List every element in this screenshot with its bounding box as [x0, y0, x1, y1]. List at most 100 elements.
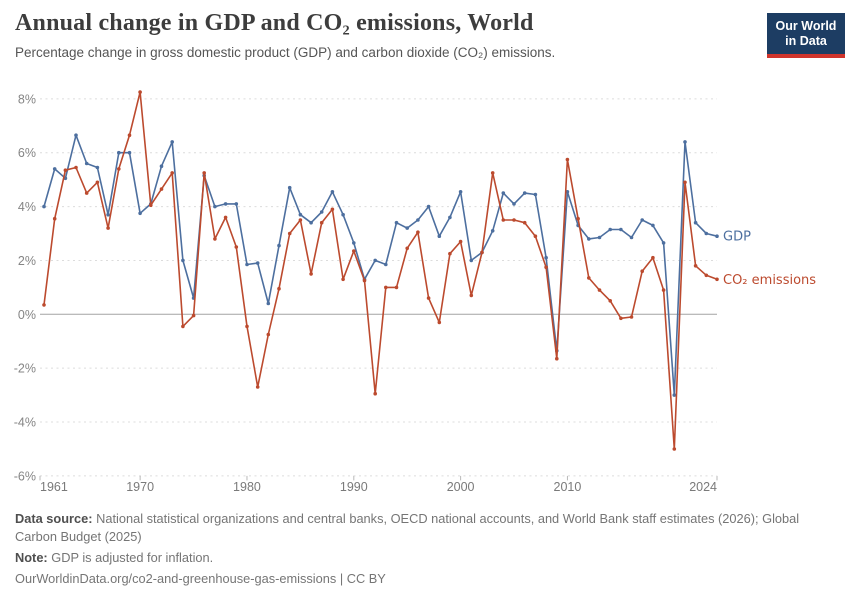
gdp-marker: [619, 227, 623, 232]
gdp-marker: [608, 227, 612, 232]
co2-marker: [576, 216, 580, 221]
gdp-marker: [266, 301, 271, 306]
gdp-marker: [640, 218, 644, 222]
co2-marker: [565, 157, 570, 162]
co2-marker: [277, 286, 281, 291]
gdp-marker: [597, 235, 602, 240]
co2-marker: [52, 216, 57, 221]
co2-marker: [42, 303, 46, 307]
co2-marker: [683, 180, 687, 185]
co2-marker: [127, 133, 132, 137]
co2-marker: [587, 276, 591, 280]
x-axis-tick-label: 2024: [689, 480, 717, 494]
co2-marker: [74, 165, 78, 170]
co2-marker: [330, 207, 335, 212]
gdp-marker: [84, 161, 89, 166]
co2-marker: [394, 285, 399, 290]
co2-marker: [597, 288, 602, 292]
gdp-marker: [127, 150, 132, 155]
gridlines: [40, 98, 717, 477]
gdp-marker: [319, 210, 324, 214]
y-axis-tick-label: -2%: [14, 362, 36, 376]
x-axis-tick-label: 1980: [233, 480, 261, 494]
gdp-marker: [309, 220, 313, 225]
gdp-marker: [245, 262, 249, 267]
gdp-marker: [234, 202, 239, 206]
co2-marker: [384, 285, 388, 290]
owid-logo-line1: Our World: [775, 18, 837, 33]
gdp-marker: [458, 190, 463, 194]
gdp-marker: [715, 234, 719, 238]
co2-marker: [138, 90, 142, 94]
gdp-marker: [490, 229, 495, 233]
co2-marker: [341, 277, 345, 282]
co2-marker: [245, 324, 249, 329]
y-axis-tick-label: 0%: [18, 308, 36, 322]
page-title: Annual change in GDP and CO₂ emissions, …: [15, 10, 534, 36]
gdp-marker: [544, 255, 548, 260]
gdp-line: [43, 134, 718, 396]
gdp-marker: [42, 204, 46, 209]
co2-marker: [480, 250, 484, 255]
gdp-marker: [352, 241, 356, 245]
chart-footer: Data source: National statistical organi…: [15, 510, 827, 591]
data-source-line: Data source: National statistical organi…: [15, 510, 827, 546]
gdp-marker: [277, 243, 281, 248]
x-axis-tick-label: 1990: [340, 480, 368, 494]
x-axis-tick-label: 2010: [554, 480, 582, 494]
gdp-marker: [501, 191, 506, 195]
co2-marker: [191, 313, 196, 318]
gdp-marker: [416, 218, 420, 222]
co2-marker: [619, 316, 623, 321]
gdp-marker: [448, 215, 452, 220]
gdp-marker: [373, 258, 378, 263]
gdp-marker: [629, 235, 634, 240]
co2-marker: [373, 391, 378, 396]
gdp-marker: [255, 261, 260, 265]
co2-marker: [266, 332, 271, 337]
y-axis-tick-label: 8%: [18, 92, 36, 106]
note-line: Note: GDP is adjusted for inflation.: [15, 549, 827, 567]
y-axis-tick-label: 2%: [18, 254, 36, 268]
gdp-marker: [52, 167, 57, 171]
co2-series-label: CO₂ emissions: [723, 273, 816, 288]
gdp-marker: [223, 202, 228, 206]
x-axis-tick-label: 1961: [40, 480, 68, 494]
gdp-marker: [117, 150, 121, 155]
gdp-marker: [170, 140, 174, 144]
co2-marker: [490, 171, 495, 175]
gdp-marker: [426, 204, 431, 209]
co2-marker: [170, 171, 174, 175]
gdp-marker: [159, 164, 164, 168]
gdp-marker: [298, 212, 303, 217]
co2-marker: [234, 245, 239, 249]
gdp-marker: [522, 191, 527, 195]
co2-marker: [426, 296, 431, 300]
gdp-marker: [181, 258, 185, 263]
co2-marker: [437, 320, 442, 325]
co2-marker: [651, 255, 655, 260]
y-axis-tick-label: -4%: [14, 416, 36, 430]
co2-marker: [533, 234, 538, 238]
gdp-marker: [138, 211, 142, 216]
gdp-marker: [651, 223, 655, 228]
co2-marker: [544, 265, 548, 270]
co2-marker: [405, 246, 410, 251]
co2-marker: [704, 273, 709, 278]
gdp-marker: [405, 226, 410, 230]
co2-marker: [181, 324, 185, 329]
co2-marker: [501, 218, 506, 222]
gdp-marker: [661, 241, 666, 245]
owid-logo-line2: in Data: [785, 33, 827, 48]
co2-marker: [298, 218, 303, 222]
gdp-marker: [469, 258, 474, 263]
gdp-marker: [587, 237, 591, 241]
gdp-marker: [512, 202, 516, 206]
note-text: GDP is adjusted for inflation.: [51, 550, 214, 565]
axis-labels: -6% -4% -2% 0% 2% 4% 6% 8% 1961 1970 1980 1990 2000 2…: [14, 92, 718, 494]
data-source-label: Data source:: [15, 511, 93, 526]
gdp-marker: [704, 231, 709, 236]
co2-marker: [202, 171, 206, 175]
